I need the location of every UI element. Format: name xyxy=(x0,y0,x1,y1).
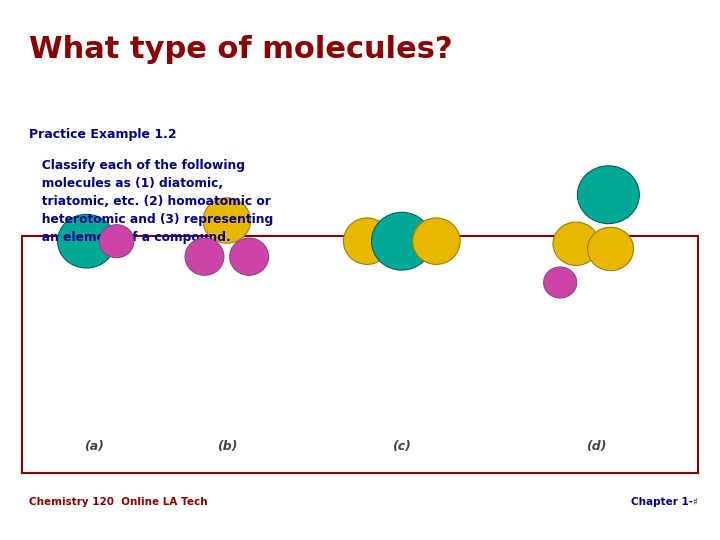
Text: Classify each of the following
   molecules as (1) diatomic,
   triatomic, etc. : Classify each of the following molecules… xyxy=(29,159,273,244)
Ellipse shape xyxy=(544,267,577,298)
Text: (d): (d) xyxy=(586,440,606,453)
Ellipse shape xyxy=(588,227,634,271)
Bar xyxy=(22,236,698,474)
Ellipse shape xyxy=(413,218,460,265)
Ellipse shape xyxy=(99,225,134,258)
Ellipse shape xyxy=(577,166,639,224)
Ellipse shape xyxy=(203,198,251,243)
Ellipse shape xyxy=(553,222,599,266)
Ellipse shape xyxy=(372,212,432,270)
Ellipse shape xyxy=(58,214,115,268)
Ellipse shape xyxy=(185,238,224,275)
Text: (b): (b) xyxy=(217,440,237,453)
Text: (a): (a) xyxy=(84,440,104,453)
Ellipse shape xyxy=(343,218,391,265)
Text: Chapter 1-♯: Chapter 1-♯ xyxy=(631,497,698,507)
Text: Chemistry 120  Online LA Tech: Chemistry 120 Online LA Tech xyxy=(29,497,207,507)
Ellipse shape xyxy=(230,238,269,275)
Text: Practice Example 1.2: Practice Example 1.2 xyxy=(29,127,176,140)
Text: What type of molecules?: What type of molecules? xyxy=(29,35,452,64)
Text: (c): (c) xyxy=(392,440,411,453)
